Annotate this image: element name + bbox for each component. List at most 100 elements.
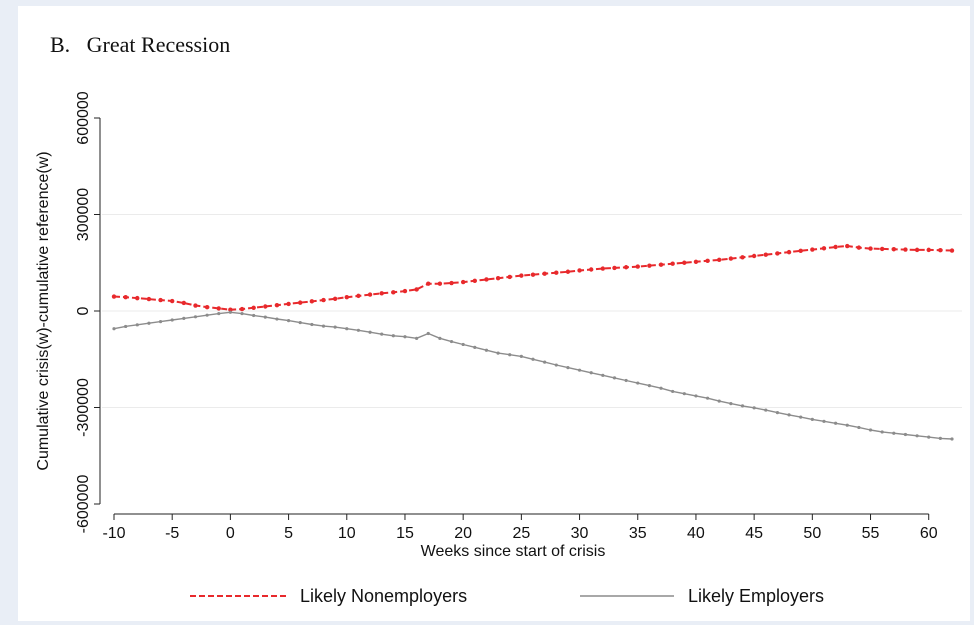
data-point [658, 262, 664, 267]
data-point [717, 399, 721, 403]
x-tick-label: 0 [226, 525, 235, 542]
axis-layer: -600000 -300000 0 300000 600000 Cumulative cr… [35, 91, 938, 560]
data-point [228, 310, 232, 314]
data-point [239, 306, 245, 312]
data-point [635, 264, 640, 269]
data-point [577, 368, 582, 372]
data-point [786, 249, 792, 255]
data-point [531, 357, 535, 361]
data-point [659, 386, 663, 390]
data-point [460, 279, 466, 285]
data-point [915, 434, 919, 438]
data-point [926, 247, 931, 253]
data-point [682, 260, 687, 265]
y-tick-label: -600000 [75, 475, 92, 534]
data-point [356, 328, 361, 332]
x-tick-label: 40 [687, 525, 705, 542]
data-point [519, 354, 523, 358]
data-point [484, 348, 489, 352]
data-point [751, 253, 757, 259]
y-tick-label: 0 [75, 306, 92, 315]
data-point [146, 296, 152, 302]
data-point [892, 431, 896, 435]
data-point [554, 270, 559, 275]
legend-label-1: Likely Employers [688, 586, 824, 606]
data-point [647, 263, 652, 268]
data-point [705, 258, 710, 264]
data-point [298, 300, 303, 305]
data-point [275, 317, 279, 321]
data-point [821, 246, 827, 251]
data-point [182, 316, 186, 320]
data-point [927, 435, 931, 439]
data-point [775, 251, 780, 256]
data-point [217, 311, 221, 316]
data-point [588, 267, 594, 272]
data-point [740, 255, 745, 260]
data-point [310, 322, 314, 327]
data-point [391, 334, 395, 338]
data-point [554, 363, 558, 367]
data-point [740, 404, 745, 408]
data-point [274, 303, 280, 308]
data-point [193, 315, 198, 319]
chart-title: B. Great Recession [50, 32, 230, 57]
data-point [309, 299, 315, 304]
data-point [891, 247, 897, 252]
data-point [380, 332, 384, 336]
data-point [170, 318, 174, 322]
data-point [938, 436, 942, 440]
data-point [612, 265, 617, 271]
data-point [670, 261, 675, 266]
x-tick-label: 20 [454, 525, 472, 542]
data-point [135, 295, 140, 301]
data-point [286, 301, 291, 307]
x-tick-label: 45 [745, 525, 763, 542]
x-tick-label: 55 [862, 525, 880, 542]
data-point [810, 417, 814, 422]
legend-label-0: Likely Nonemployers [300, 586, 467, 606]
data-point [112, 327, 116, 331]
data-point [682, 392, 686, 396]
data-point [636, 381, 640, 385]
data-point [438, 336, 442, 340]
data-point [193, 303, 198, 308]
data-point [857, 425, 861, 430]
data-point [402, 288, 408, 294]
data-point [437, 281, 443, 286]
data-point [333, 325, 337, 329]
grid-layer [102, 214, 962, 408]
series-line-0 [113, 245, 953, 311]
x-tick-label: 60 [920, 525, 938, 542]
data-point [799, 415, 803, 419]
data-point [728, 256, 734, 261]
data-point [845, 423, 849, 427]
data-point [461, 342, 465, 347]
y-axis-label: Cumulative crisis(w)-cumulative referenc… [35, 151, 52, 470]
legend: Likely Nonemployers Likely Employers [190, 586, 824, 606]
data-point [822, 419, 826, 423]
data-point [321, 297, 326, 303]
data-point [543, 360, 547, 364]
data-point [251, 305, 256, 310]
data-point [123, 294, 128, 300]
data-point [845, 243, 850, 249]
y-tick-label: 300000 [75, 188, 92, 241]
data-point [880, 430, 884, 434]
data-point [856, 245, 862, 250]
data-point [147, 321, 151, 325]
data-point [124, 324, 128, 329]
data-point [204, 304, 210, 310]
data-point [344, 294, 349, 300]
data-point [414, 287, 419, 292]
data-point [589, 371, 593, 375]
data-point [798, 248, 803, 254]
data-point [623, 265, 629, 270]
data-point [542, 271, 547, 276]
data-point [449, 280, 454, 286]
series-layer [111, 243, 955, 441]
data-point [717, 257, 722, 263]
data-point [950, 437, 954, 441]
data-point [694, 394, 698, 398]
x-tick-label: -10 [102, 525, 125, 542]
